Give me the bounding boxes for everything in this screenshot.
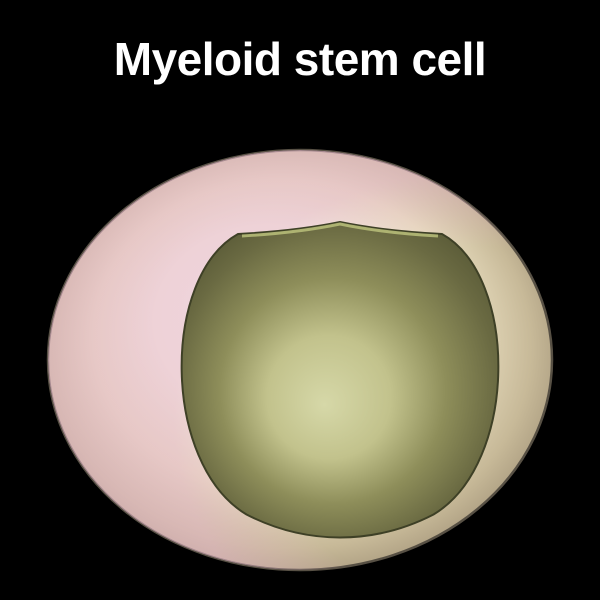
- diagram-container: Myeloid stem cell: [0, 0, 600, 600]
- nucleus-shape: [182, 222, 499, 537]
- cell-svg: [0, 0, 600, 600]
- cell-illustration: [0, 0, 600, 600]
